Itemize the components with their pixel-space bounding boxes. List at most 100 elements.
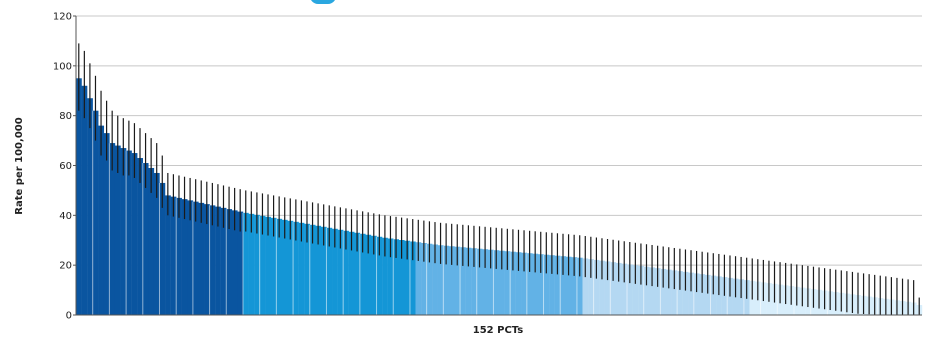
bar bbox=[265, 216, 272, 315]
bar bbox=[599, 260, 605, 315]
gridlines bbox=[76, 15, 922, 266]
bar bbox=[276, 218, 283, 315]
bar bbox=[131, 153, 138, 315]
bar bbox=[304, 223, 310, 315]
bar bbox=[354, 232, 361, 315]
bar bbox=[593, 259, 600, 315]
bar bbox=[376, 236, 383, 315]
bar bbox=[309, 224, 316, 315]
bar bbox=[204, 204, 210, 315]
bar bbox=[476, 248, 483, 315]
bar bbox=[142, 163, 149, 315]
bar bbox=[120, 148, 127, 315]
bar bbox=[215, 206, 221, 315]
bar bbox=[298, 222, 305, 315]
bar bbox=[671, 270, 678, 315]
bar bbox=[604, 261, 611, 315]
bar bbox=[610, 262, 617, 315]
bar bbox=[87, 98, 93, 315]
bar bbox=[270, 217, 277, 315]
bar bbox=[638, 265, 644, 315]
bar bbox=[426, 243, 433, 315]
bar bbox=[287, 220, 294, 315]
bar bbox=[487, 249, 494, 315]
bar bbox=[103, 133, 110, 315]
y-tick-label: 100 bbox=[53, 61, 72, 72]
bar bbox=[365, 234, 372, 315]
bar bbox=[521, 252, 528, 315]
bar bbox=[181, 199, 188, 315]
bar bbox=[315, 225, 322, 315]
bar bbox=[504, 251, 511, 315]
bar bbox=[259, 215, 266, 315]
bar bbox=[81, 85, 88, 316]
bar bbox=[632, 265, 639, 315]
axes bbox=[73, 15, 922, 316]
bar bbox=[554, 255, 561, 315]
bar bbox=[421, 242, 427, 315]
bar bbox=[415, 242, 422, 315]
bar bbox=[237, 211, 244, 315]
y-tick-label: 80 bbox=[59, 111, 72, 122]
bar bbox=[137, 158, 143, 315]
bar bbox=[716, 276, 722, 315]
bar bbox=[682, 271, 689, 315]
bar bbox=[437, 245, 444, 315]
bar bbox=[721, 277, 728, 315]
bar bbox=[465, 247, 472, 315]
bar bbox=[281, 219, 288, 315]
bar bbox=[109, 143, 116, 315]
error-bars bbox=[78, 43, 920, 315]
bar bbox=[493, 250, 500, 315]
bar bbox=[454, 246, 461, 315]
bar bbox=[170, 196, 177, 315]
bar bbox=[343, 230, 349, 315]
bar bbox=[326, 227, 333, 315]
bar bbox=[688, 272, 695, 315]
bar bbox=[660, 268, 667, 315]
bar bbox=[254, 214, 260, 315]
bar bbox=[226, 209, 233, 315]
bar bbox=[220, 207, 227, 315]
bar bbox=[654, 268, 661, 315]
bar bbox=[460, 247, 466, 315]
bar bbox=[387, 238, 394, 315]
bar bbox=[510, 251, 516, 315]
bar bbox=[471, 248, 477, 315]
bar bbox=[621, 263, 628, 315]
bar bbox=[159, 182, 166, 315]
bar bbox=[432, 244, 438, 315]
bar bbox=[393, 239, 400, 315]
bar bbox=[114, 145, 121, 315]
bar bbox=[382, 237, 388, 315]
bar bbox=[98, 125, 105, 315]
bar bbox=[165, 195, 171, 315]
bar bbox=[643, 266, 650, 315]
bar bbox=[126, 150, 132, 315]
header-logo-fragment bbox=[310, 0, 336, 4]
bar bbox=[348, 231, 355, 315]
bar bbox=[582, 258, 589, 315]
bar bbox=[571, 257, 578, 315]
bar bbox=[198, 202, 205, 315]
bar bbox=[549, 255, 555, 315]
bar bbox=[398, 240, 405, 315]
bar bbox=[248, 213, 255, 315]
y-tick-labels: 0 20 40 60 80 100 120 bbox=[53, 12, 72, 322]
bar bbox=[242, 212, 249, 315]
y-tick-label: 60 bbox=[59, 161, 72, 172]
bar bbox=[482, 249, 489, 315]
bar bbox=[92, 110, 99, 315]
bar bbox=[576, 257, 583, 315]
bar bbox=[560, 256, 566, 315]
bar bbox=[370, 235, 377, 315]
bar bbox=[499, 250, 505, 315]
bar bbox=[320, 226, 327, 315]
bar bbox=[627, 264, 633, 315]
bar bbox=[448, 246, 455, 315]
bar bbox=[153, 172, 160, 315]
bar bbox=[332, 228, 338, 315]
bar bbox=[588, 259, 594, 315]
bar bbox=[76, 78, 82, 316]
